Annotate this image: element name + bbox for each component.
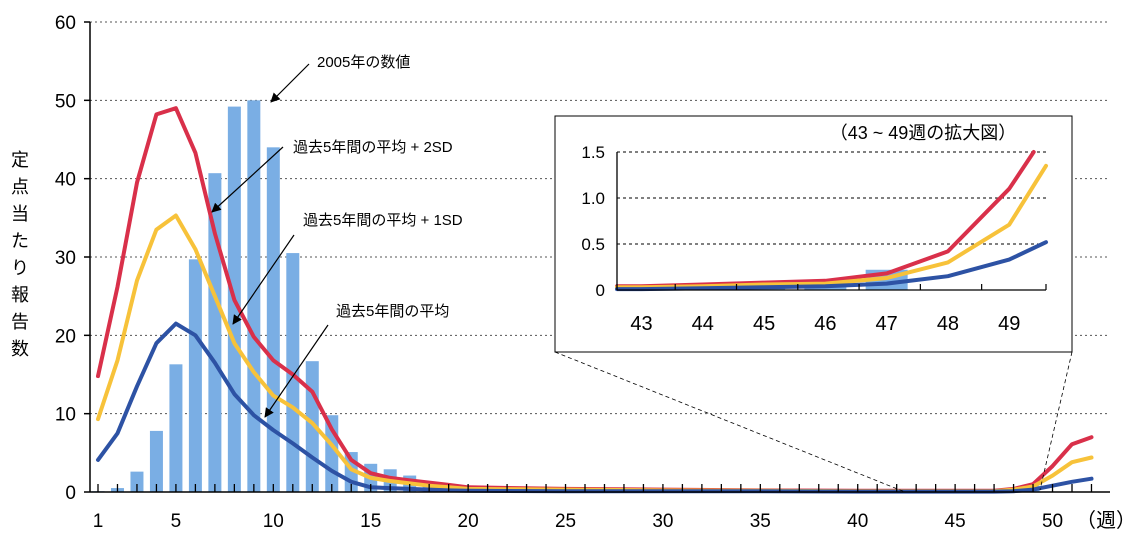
y-tick-label: 40	[55, 170, 76, 191]
annotation-mean: 過去5年間の平均	[336, 303, 449, 320]
y-tick-label: 30	[55, 248, 76, 269]
y-axis-title-char: た	[11, 231, 29, 251]
x-tick-label: 35	[750, 511, 771, 532]
x-tick-label: 30	[652, 511, 673, 532]
bar	[150, 431, 163, 492]
inset-panel: （43 ~ 49週の拡大図） 0 0.5 1.0 1.5 43 44 45 46 47 48 49	[555, 116, 1072, 352]
x-tick-label: 40	[847, 511, 868, 532]
y-axis-title-char: 当	[11, 204, 29, 224]
x-tick-label: 50	[1042, 511, 1063, 532]
y-axis-title-char: 定	[11, 150, 29, 170]
bar	[169, 364, 182, 492]
y-tick-label: 0	[65, 483, 76, 504]
x-tick-label: 10	[263, 511, 284, 532]
y-axis-title-char: 報	[11, 285, 29, 305]
inset-y-tick-label: 0	[596, 281, 605, 300]
inset-title: （43 ~ 49週の拡大図）	[830, 123, 1017, 143]
y-axis-title-char: り	[11, 258, 29, 278]
inset-y-tick-label: 0.5	[581, 235, 605, 254]
annotation-arrow-plus1sd	[233, 235, 294, 324]
annotation-plus2sd: 過去5年間の平均 + 2SD	[293, 139, 453, 156]
x-axis-title: （週）	[1076, 509, 1136, 532]
zoom-line-right	[1040, 352, 1072, 490]
x-tick-label: 25	[555, 511, 576, 532]
x-tick-label: 20	[458, 511, 479, 532]
inset-x-tick-label: 44	[692, 313, 714, 335]
bar	[267, 147, 280, 492]
inset-x-tick-label: 49	[998, 313, 1020, 335]
x-tick-label: 45	[945, 511, 966, 532]
y-tick-label: 60	[55, 13, 76, 34]
inset-y-tick-label: 1.0	[581, 189, 605, 208]
inset-x-tick-label: 46	[814, 313, 836, 335]
zoom-line-left	[555, 352, 905, 492]
y-tick-label: 50	[55, 91, 76, 112]
annotation-arrow-bars	[271, 64, 309, 102]
bar	[247, 100, 260, 492]
bar	[189, 259, 202, 492]
x-tick-label: 15	[360, 511, 381, 532]
y-axis-title-char: 数	[11, 339, 29, 359]
y-tick-labels: 0 10 20 30 40 50 60	[55, 13, 76, 504]
annotation-plus1sd: 過去5年間の平均 + 1SD	[303, 212, 463, 229]
x-tick-label: 5	[171, 511, 182, 532]
inset-x-tick-label: 43	[630, 313, 652, 335]
y-axis-title-char: 告	[11, 312, 29, 332]
y-tick-label: 10	[55, 405, 76, 426]
inset-x-tick-label: 47	[876, 313, 898, 335]
x-tick-label: 1	[93, 511, 104, 532]
y-axis-title-char: 点	[11, 177, 29, 197]
inset-y-tick-label: 1.5	[581, 143, 605, 162]
annotation-bars: 2005年の数値	[317, 54, 410, 71]
inset-zoom-lines	[555, 352, 1072, 492]
inset-x-tick-label: 45	[753, 313, 775, 335]
inset-x-tick-label: 48	[937, 313, 959, 335]
y-tick-label: 20	[55, 326, 76, 347]
